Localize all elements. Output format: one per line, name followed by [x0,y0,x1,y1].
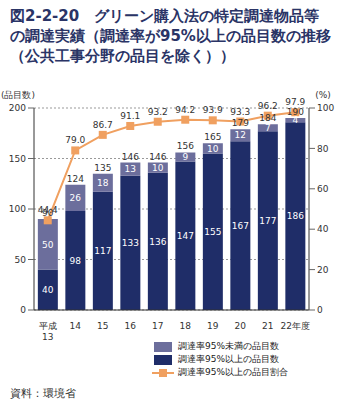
svg-text:平成13: 平成13 [39,321,57,342]
svg-text:26: 26 [70,193,82,203]
svg-text:20: 20 [235,321,247,331]
svg-text:96.2: 96.2 [258,101,278,111]
svg-text:0: 0 [317,305,323,315]
svg-text:17: 17 [152,321,163,331]
html-text:調達率95%未満の品目数: 調達率95%未満の品目数 [178,341,279,351]
svg-text:10: 10 [207,144,219,154]
svg-text:179: 179 [232,118,249,128]
html-text:図2-2-20 グリーン購入法の特定調達物品等の調達実績（調: 図2-2-20 グリーン購入法の特定調達物品等の調達実績（調達率が95%以上の品… [10,7,331,65]
svg-text:7: 7 [265,123,271,133]
svg-text:12: 12 [235,130,246,140]
svg-text:20: 20 [317,265,329,275]
svg-text:165: 165 [204,132,221,142]
svg-text:124: 124 [67,174,84,184]
svg-text:86.7: 86.7 [93,120,113,130]
svg-text:79.0: 79.0 [65,135,85,145]
svg-text:40: 40 [42,285,54,295]
svg-text:9: 9 [182,152,188,162]
svg-text:100: 100 [9,204,26,214]
svg-text:94.2: 94.2 [175,105,195,115]
svg-text:98: 98 [70,256,82,266]
svg-text:15: 15 [97,321,108,331]
svg-text:133: 133 [122,238,139,248]
svg-text:4: 4 [292,115,299,126]
svg-text:0: 0 [20,305,26,315]
svg-text:60: 60 [317,184,329,194]
svg-text:100: 100 [317,103,334,113]
svg-text:146: 146 [149,152,166,162]
svg-text:136: 136 [149,237,166,247]
svg-text:(品目数): (品目数) [8,90,35,100]
svg-text:18: 18 [180,321,192,331]
svg-text:(%): (%) [315,90,331,100]
html-text:調達率95%以上の品目割合: 調達率95%以上の品目割合 [178,367,288,377]
svg-text:14: 14 [70,321,82,331]
svg-text:44.4: 44.4 [38,205,58,215]
svg-text:147: 147 [177,231,194,241]
svg-text:40: 40 [317,224,329,234]
svg-text:80: 80 [317,144,329,154]
svg-text:146: 146 [122,152,139,162]
svg-text:93.2: 93.2 [148,107,168,117]
svg-text:97.9: 97.9 [285,97,305,107]
svg-text:177: 177 [259,216,276,226]
svg-text:200: 200 [9,103,26,113]
svg-text:19: 19 [207,321,219,331]
svg-text:155: 155 [204,227,221,237]
svg-text:167: 167 [232,221,249,231]
svg-text:22年度: 22年度 [281,321,310,331]
svg-text:93.3: 93.3 [230,107,250,117]
svg-text:117: 117 [94,246,111,256]
svg-text:91.1: 91.1 [120,111,140,121]
svg-text:21: 21 [262,321,273,331]
svg-text:10: 10 [152,163,164,173]
html-text:資料：環境省: 資料：環境省 [10,387,76,400]
svg-text:16: 16 [125,321,137,331]
svg-text:150: 150 [9,154,26,164]
svg-text:18: 18 [97,178,109,188]
svg-text:135: 135 [94,163,111,173]
svg-text:50: 50 [42,240,54,250]
svg-text:190: 190 [287,107,304,117]
svg-text:186: 186 [287,211,304,221]
svg-text:13: 13 [125,164,136,174]
svg-text:50: 50 [15,255,27,265]
svg-text:93.9: 93.9 [203,105,223,115]
svg-text:184: 184 [259,113,276,123]
svg-text:156: 156 [177,141,194,151]
html-text:調達率95%以上の品目数: 調達率95%以上の品目数 [178,354,279,364]
